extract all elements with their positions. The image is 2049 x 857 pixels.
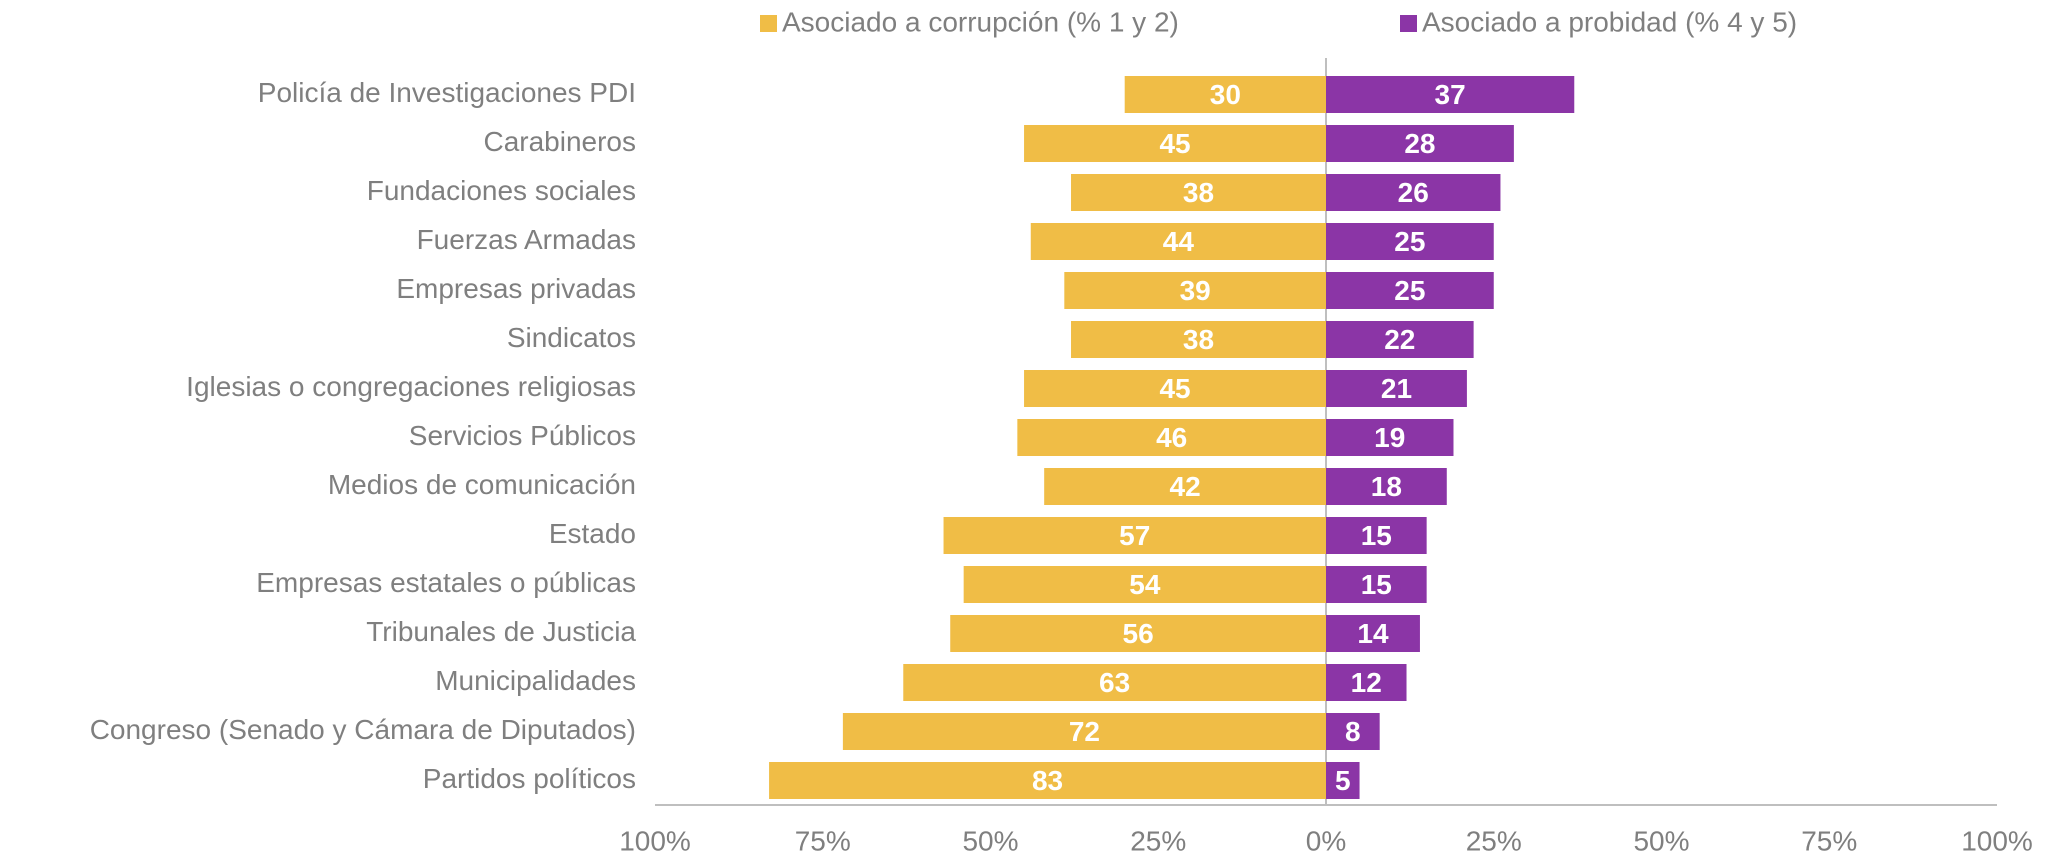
data-label: 63 xyxy=(1099,667,1130,698)
category-label: Partidos políticos xyxy=(423,763,636,794)
bar xyxy=(1024,370,1326,407)
bar xyxy=(1071,174,1326,211)
bar xyxy=(1326,664,1407,701)
bar xyxy=(1017,419,1326,456)
category-label: Policía de Investigaciones PDI xyxy=(258,77,636,108)
bar xyxy=(943,517,1326,554)
bar xyxy=(842,713,1326,750)
data-label: 44 xyxy=(1163,226,1195,257)
bar xyxy=(1064,272,1326,309)
data-label: 18 xyxy=(1371,471,1402,502)
bar xyxy=(903,664,1326,701)
bar xyxy=(1326,713,1380,750)
data-label: 12 xyxy=(1351,667,1382,698)
data-label: 25 xyxy=(1394,226,1425,257)
data-label: 72 xyxy=(1069,716,1100,747)
bar xyxy=(1326,468,1447,505)
x-tick-label: 25% xyxy=(1466,825,1522,856)
bar xyxy=(1326,321,1474,358)
data-label: 39 xyxy=(1180,275,1211,306)
data-label: 46 xyxy=(1156,422,1187,453)
data-label: 38 xyxy=(1183,177,1214,208)
data-label: 57 xyxy=(1119,520,1150,551)
bar xyxy=(1326,517,1427,554)
x-tick-label: 50% xyxy=(1633,825,1689,856)
x-tick-label: 0% xyxy=(1306,825,1346,856)
category-label: Sindicatos xyxy=(507,322,636,353)
category-label: Fuerzas Armadas xyxy=(417,224,636,255)
data-label: 45 xyxy=(1159,128,1190,159)
data-label: 83 xyxy=(1032,765,1063,796)
data-label: 15 xyxy=(1361,520,1392,551)
category-label: Tribunales de Justicia xyxy=(366,616,636,647)
bar xyxy=(769,762,1326,799)
category-label: Estado xyxy=(549,518,636,549)
bar xyxy=(950,615,1326,652)
bar xyxy=(1030,223,1326,260)
bar xyxy=(1326,419,1454,456)
category-label: Congreso (Senado y Cámara de Diputados) xyxy=(90,714,636,745)
bar xyxy=(1024,125,1326,162)
category-label: Municipalidades xyxy=(435,665,636,696)
bar xyxy=(1071,321,1326,358)
bar xyxy=(1326,76,1575,113)
legend-label: Asociado a corrupción (% 1 y 2) xyxy=(782,6,1179,37)
x-tick-label: 75% xyxy=(795,825,851,856)
data-label: 56 xyxy=(1123,618,1154,649)
legend-label: Asociado a probidad (% 4 y 5) xyxy=(1422,6,1797,37)
data-label: 5 xyxy=(1335,765,1351,796)
bar xyxy=(1124,76,1326,113)
bar xyxy=(1326,615,1420,652)
legend-swatch xyxy=(1400,15,1417,32)
data-label: 38 xyxy=(1183,324,1214,355)
data-label: 37 xyxy=(1435,79,1466,110)
data-label: 30 xyxy=(1210,79,1241,110)
bar xyxy=(1326,125,1514,162)
bar xyxy=(1044,468,1326,505)
data-label: 19 xyxy=(1374,422,1405,453)
bar xyxy=(963,566,1326,603)
bar xyxy=(1326,174,1501,211)
data-label: 42 xyxy=(1170,471,1201,502)
category-label: Medios de comunicación xyxy=(328,469,636,500)
bar xyxy=(1326,762,1360,799)
data-label: 28 xyxy=(1404,128,1435,159)
data-label: 22 xyxy=(1384,324,1415,355)
data-label: 14 xyxy=(1357,618,1389,649)
x-tick-label: 25% xyxy=(1130,825,1186,856)
category-label: Empresas estatales o públicas xyxy=(256,567,636,598)
x-tick-label: 100% xyxy=(1961,825,2033,856)
x-tick-label: 50% xyxy=(962,825,1018,856)
data-label: 15 xyxy=(1361,569,1392,600)
bar xyxy=(1326,370,1467,407)
x-tick-label: 75% xyxy=(1801,825,1857,856)
data-label: 45 xyxy=(1159,373,1190,404)
category-label: Servicios Públicos xyxy=(409,420,636,451)
data-label: 54 xyxy=(1129,569,1161,600)
x-tick-label: 100% xyxy=(619,825,691,856)
data-label: 8 xyxy=(1345,716,1361,747)
data-label: 21 xyxy=(1381,373,1412,404)
category-label: Fundaciones sociales xyxy=(367,175,636,206)
bar xyxy=(1326,272,1494,309)
bar xyxy=(1326,223,1494,260)
category-label: Carabineros xyxy=(483,126,636,157)
bar xyxy=(1326,566,1427,603)
category-label: Empresas privadas xyxy=(396,273,636,304)
data-label: 26 xyxy=(1398,177,1429,208)
data-label: 25 xyxy=(1394,275,1425,306)
category-label: Iglesias o congregaciones religiosas xyxy=(186,371,636,402)
legend-swatch xyxy=(760,15,777,32)
